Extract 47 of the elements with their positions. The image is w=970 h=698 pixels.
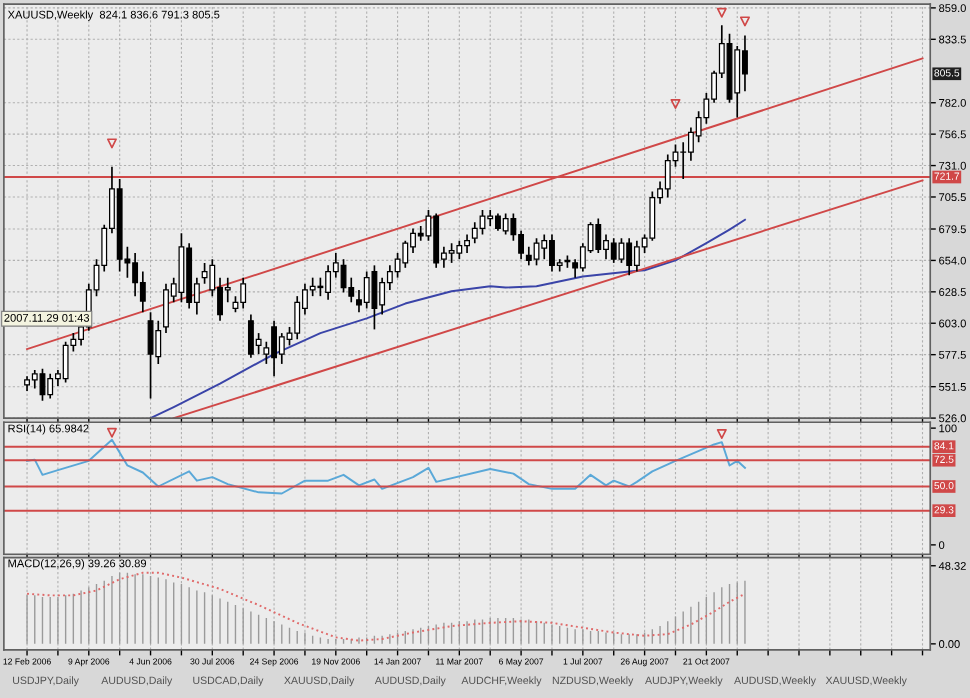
candlestick xyxy=(479,209,486,236)
candlestick xyxy=(595,217,602,254)
candlestick xyxy=(626,237,633,277)
candlestick xyxy=(155,319,162,365)
candlestick xyxy=(734,45,741,119)
candlestick xyxy=(371,264,378,331)
candlestick xyxy=(402,239,409,269)
candlestick xyxy=(62,340,69,384)
candlestick xyxy=(132,252,139,297)
point xyxy=(670,98,681,109)
candlestick xyxy=(664,153,671,199)
candlestick xyxy=(471,221,478,245)
candlestick xyxy=(294,295,301,341)
candlestick xyxy=(541,233,548,261)
candlestick xyxy=(139,270,146,313)
candlestick xyxy=(610,237,617,264)
point xyxy=(739,16,750,27)
candlestick xyxy=(317,276,324,297)
candlestick xyxy=(47,372,54,400)
candlestick xyxy=(433,212,440,269)
candlestick xyxy=(340,258,347,294)
candlestick xyxy=(147,311,154,400)
candlestick xyxy=(201,262,208,285)
candlestick xyxy=(742,34,748,93)
candlestick xyxy=(31,369,38,390)
candlestick xyxy=(379,276,386,316)
candlestick xyxy=(649,190,656,242)
candlestick xyxy=(271,319,278,378)
line-series xyxy=(26,571,746,642)
point xyxy=(106,138,117,149)
candlestick xyxy=(363,270,370,310)
candlestick xyxy=(633,239,640,273)
candlestick xyxy=(178,232,185,304)
candlestick xyxy=(525,246,532,267)
candlestick xyxy=(618,237,625,264)
candlestick xyxy=(325,264,332,301)
candlestick xyxy=(247,313,254,359)
candlestick xyxy=(456,239,463,261)
candlestick xyxy=(278,332,285,365)
candlestick xyxy=(448,242,455,264)
candlestick xyxy=(163,282,169,334)
candlestick xyxy=(502,212,509,236)
candlestick xyxy=(464,233,470,254)
candlestick xyxy=(549,233,555,273)
candlestick xyxy=(240,276,247,310)
point xyxy=(716,7,727,18)
line-series xyxy=(149,218,746,419)
